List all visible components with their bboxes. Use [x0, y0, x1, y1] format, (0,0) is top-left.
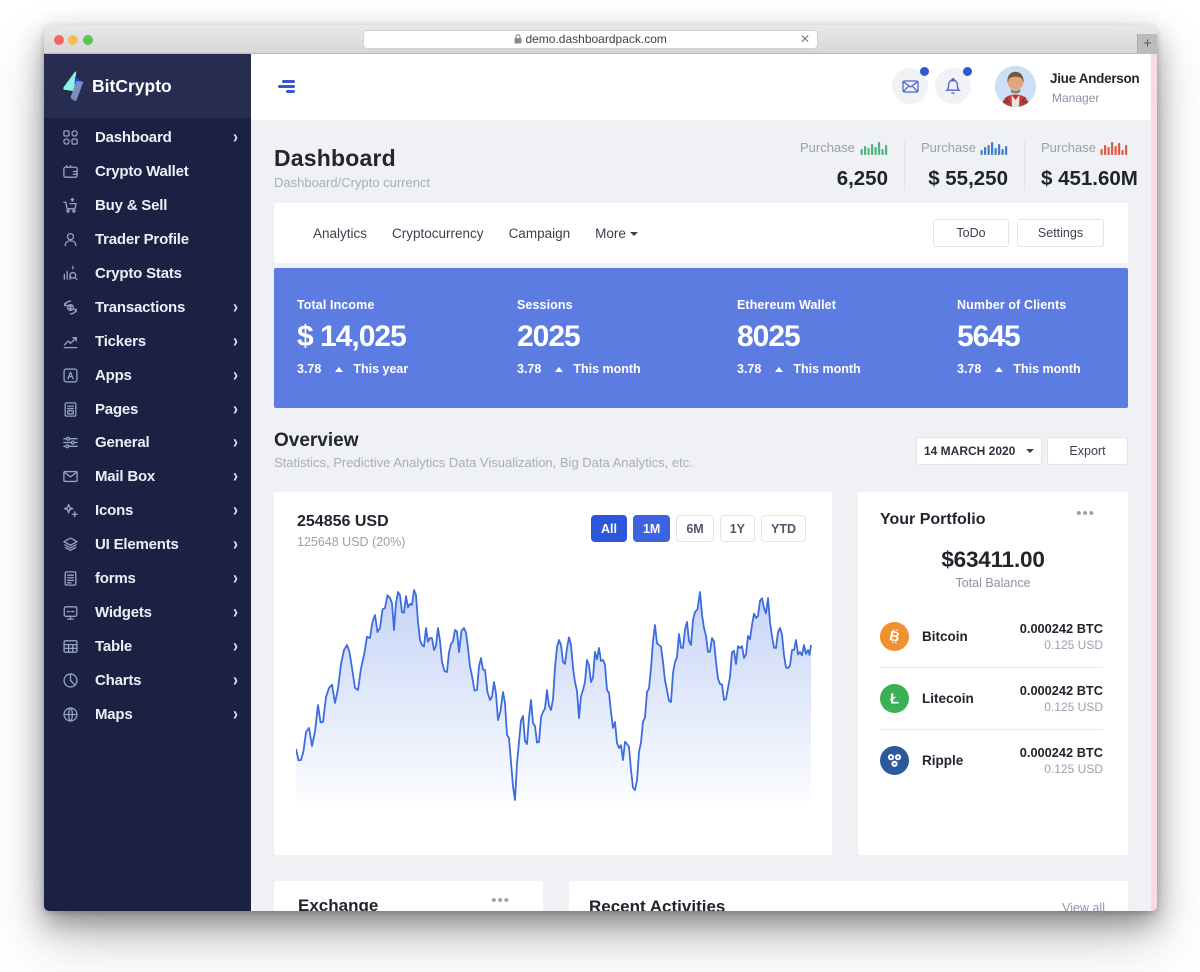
- svg-text:Ł: Ł: [890, 692, 899, 707]
- svg-text:B: B: [888, 628, 901, 645]
